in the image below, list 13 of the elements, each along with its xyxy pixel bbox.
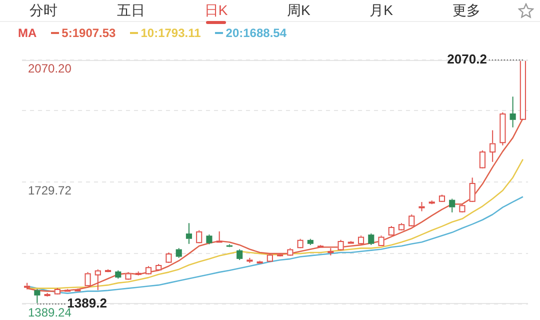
- text: 周K: [286, 2, 310, 20]
- legend-label: 20:1688.54: [226, 26, 287, 40]
- y-tick-label: 2070.20: [28, 61, 72, 76]
- y-tick-label: 1729.72: [28, 183, 72, 198]
- text: 月K: [370, 2, 393, 20]
- text: 五日: [116, 2, 145, 20]
- text: 日K: [204, 2, 228, 20]
- annotation: 2070.2: [447, 52, 487, 67]
- text: 更多: [452, 2, 480, 20]
- text: 分时: [30, 2, 58, 20]
- legend-label: 10:1793.11: [140, 26, 201, 40]
- legend-label: 5:1907.53: [62, 26, 116, 40]
- legend-title: MA: [18, 26, 37, 40]
